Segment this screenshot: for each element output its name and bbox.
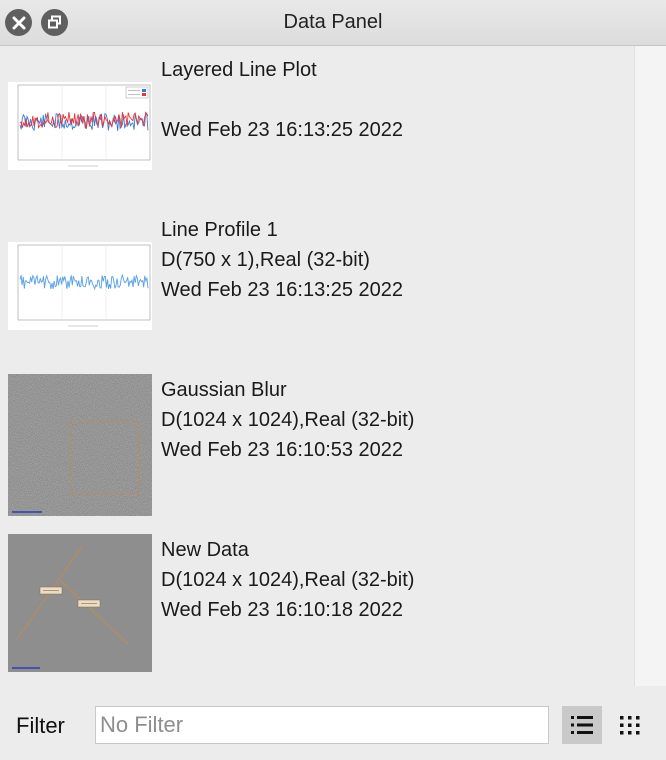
data-list[interactable]: Layered Line Plot Wed Feb 23 16:13:25 20… (0, 46, 634, 686)
close-icon (12, 16, 25, 29)
list-view-button[interactable] (562, 706, 602, 744)
item-name: New Data (161, 539, 249, 561)
item-timestamp: Wed Feb 23 16:13:25 2022 (161, 119, 404, 141)
grid-view-icon (620, 716, 640, 735)
item-timestamp: Wed Feb 23 16:10:53 2022 (161, 439, 404, 461)
item-detail: D(1024 x 1024),Real (32-bit) (161, 569, 415, 591)
list-item[interactable]: Layered Line Plot Wed Feb 23 16:13:25 20… (0, 46, 634, 206)
close-button[interactable] (5, 9, 32, 36)
scrollbar[interactable] (634, 46, 666, 686)
item-name: Line Profile 1 (161, 219, 278, 241)
layered-line-plot-thumbnail (8, 82, 152, 170)
list-view-icon (571, 716, 593, 734)
grid-view-button[interactable] (610, 706, 650, 744)
image-with-annotations-thumbnail (8, 534, 152, 672)
filter-bar: Filter (0, 686, 666, 760)
float-window-button[interactable] (41, 9, 68, 36)
noise-image-thumbnail (8, 374, 152, 516)
item-detail: D(750 x 1),Real (32-bit) (161, 249, 370, 271)
list-item[interactable]: Gaussian Blur D(1024 x 1024),Real (32-bi… (0, 366, 634, 526)
title-bar: Data Panel (0, 0, 666, 46)
item-detail: D(1024 x 1024),Real (32-bit) (161, 409, 415, 431)
item-timestamp: Wed Feb 23 16:13:25 2022 (161, 279, 404, 301)
float-window-icon (48, 15, 61, 29)
item-timestamp: Wed Feb 23 16:10:18 2022 (161, 599, 404, 621)
list-item[interactable]: Line Profile 1 D(750 x 1),Real (32-bit) … (0, 206, 634, 366)
list-item[interactable]: New Data D(1024 x 1024),Real (32-bit) We… (0, 526, 634, 686)
line-profile-thumbnail (8, 242, 152, 330)
filter-input[interactable] (95, 706, 549, 744)
filter-label: Filter (16, 713, 65, 738)
item-name: Layered Line Plot (161, 59, 317, 81)
item-name: Gaussian Blur (161, 379, 287, 401)
window-title: Data Panel (283, 11, 383, 33)
